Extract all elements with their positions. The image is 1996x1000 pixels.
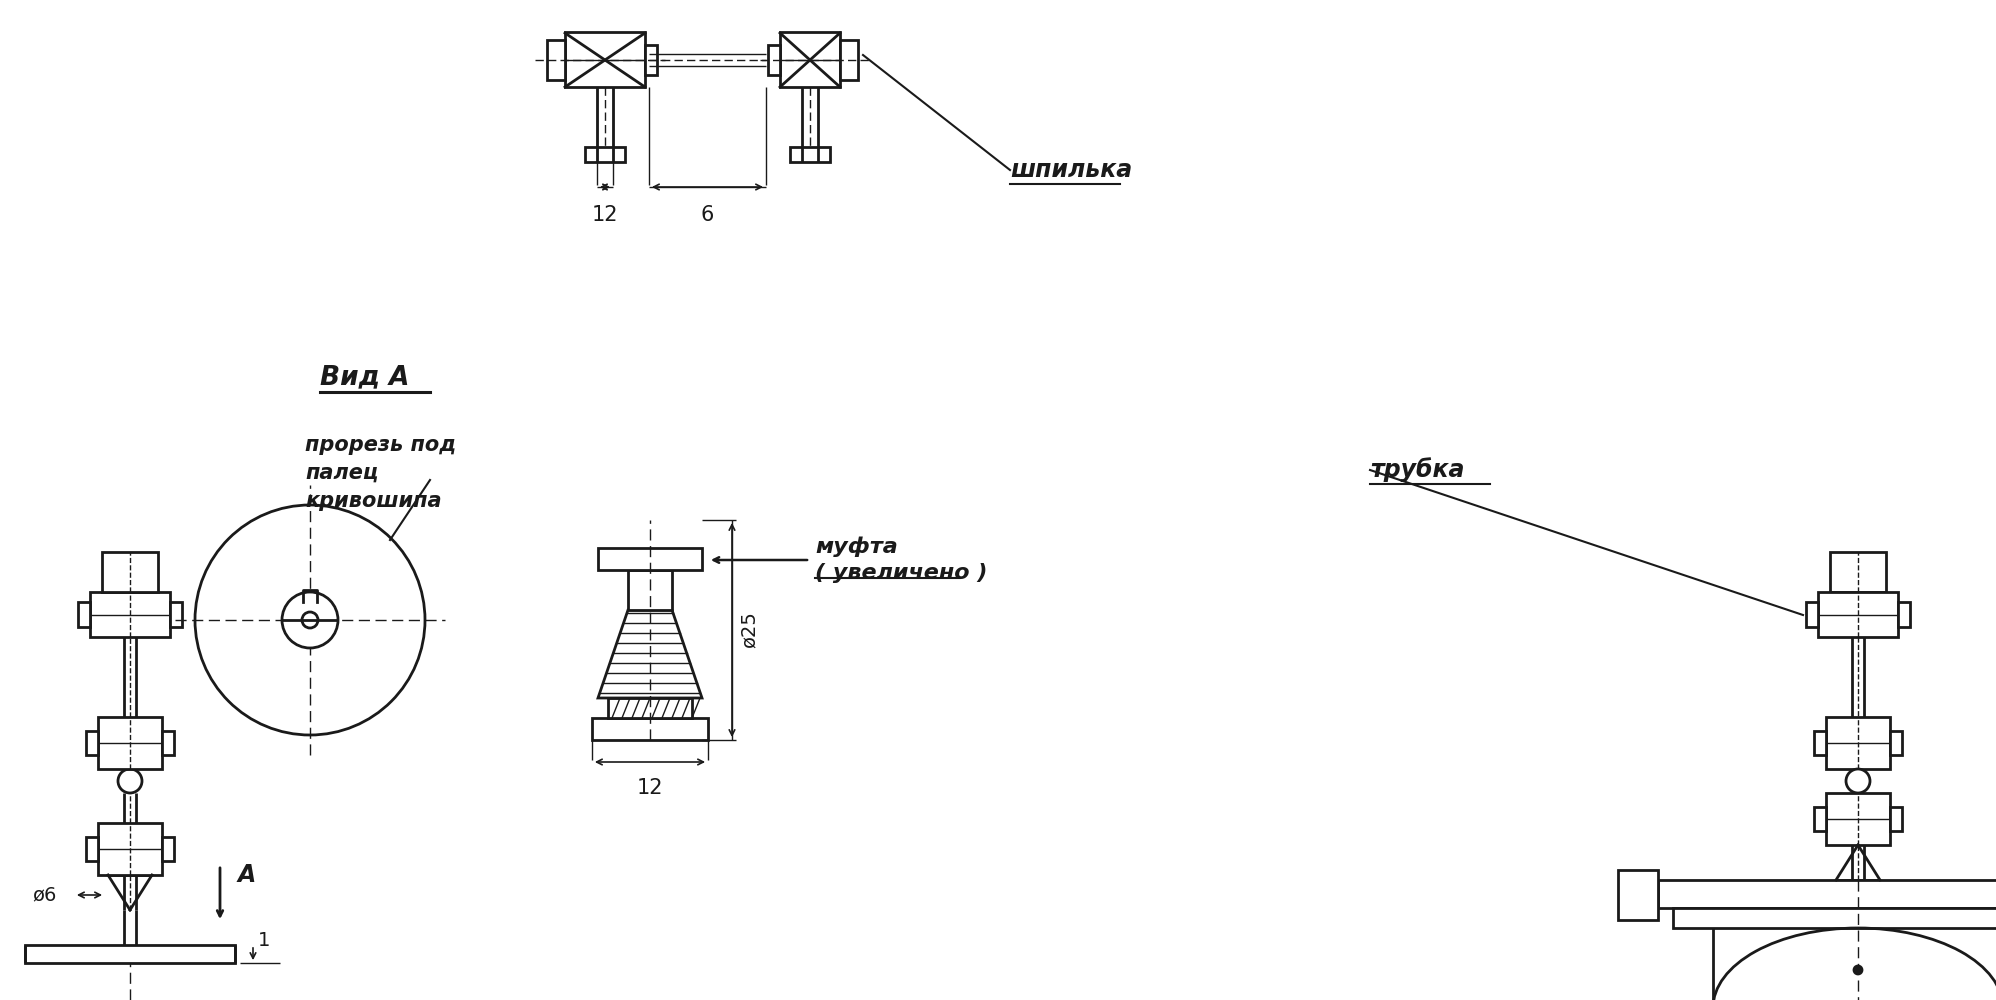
Bar [1619, 870, 1659, 920]
Bar [102, 552, 158, 592]
Text: 12: 12 [591, 205, 619, 225]
Bar [768, 45, 780, 75]
Text: трубка: трубка [1369, 458, 1465, 482]
Bar [1890, 731, 1902, 755]
Bar [98, 717, 162, 769]
Bar [1826, 793, 1890, 845]
Bar [1830, 552, 1886, 592]
Text: шпилька: шпилька [1010, 158, 1132, 182]
Bar [609, 698, 693, 718]
Circle shape [301, 612, 317, 628]
Bar [1818, 592, 1898, 637]
Bar [86, 837, 98, 861]
Text: A: A [238, 863, 255, 887]
Bar [1673, 908, 1996, 928]
Bar [780, 32, 840, 87]
Bar [593, 718, 709, 740]
Bar [645, 45, 657, 75]
Circle shape [196, 505, 425, 735]
Bar [629, 570, 673, 610]
Text: прорезь под
палец
кривошипа: прорезь под палец кривошипа [305, 435, 457, 511]
Text: 12: 12 [637, 778, 663, 798]
Bar [840, 40, 858, 80]
Polygon shape [599, 610, 703, 698]
Text: ø6: ø6 [32, 886, 56, 904]
Bar [1806, 602, 1818, 627]
Text: Вид А: Вид А [319, 364, 409, 390]
Bar [162, 731, 174, 755]
Bar [162, 837, 174, 861]
Text: ø25: ø25 [741, 612, 758, 648]
Text: муфта
( увеличено ): муфта ( увеличено ) [814, 537, 988, 583]
Bar [1898, 602, 1910, 627]
Bar [26, 945, 236, 963]
Bar [1814, 731, 1826, 755]
Text: 1: 1 [257, 930, 269, 950]
Text: 6: 6 [701, 205, 715, 225]
Bar [599, 548, 703, 570]
Bar [565, 32, 645, 87]
Bar [790, 147, 830, 162]
Circle shape [118, 769, 142, 793]
Bar [1890, 807, 1902, 831]
Bar [98, 823, 162, 875]
Bar [1814, 807, 1826, 831]
Bar [1659, 880, 1996, 908]
Circle shape [1846, 769, 1870, 793]
Bar [585, 147, 625, 162]
Bar [90, 592, 170, 637]
Bar [78, 602, 90, 627]
Bar [547, 40, 565, 80]
Circle shape [281, 592, 337, 648]
Bar [1826, 717, 1890, 769]
Bar [170, 602, 182, 627]
Circle shape [1854, 966, 1862, 974]
Bar [86, 731, 98, 755]
